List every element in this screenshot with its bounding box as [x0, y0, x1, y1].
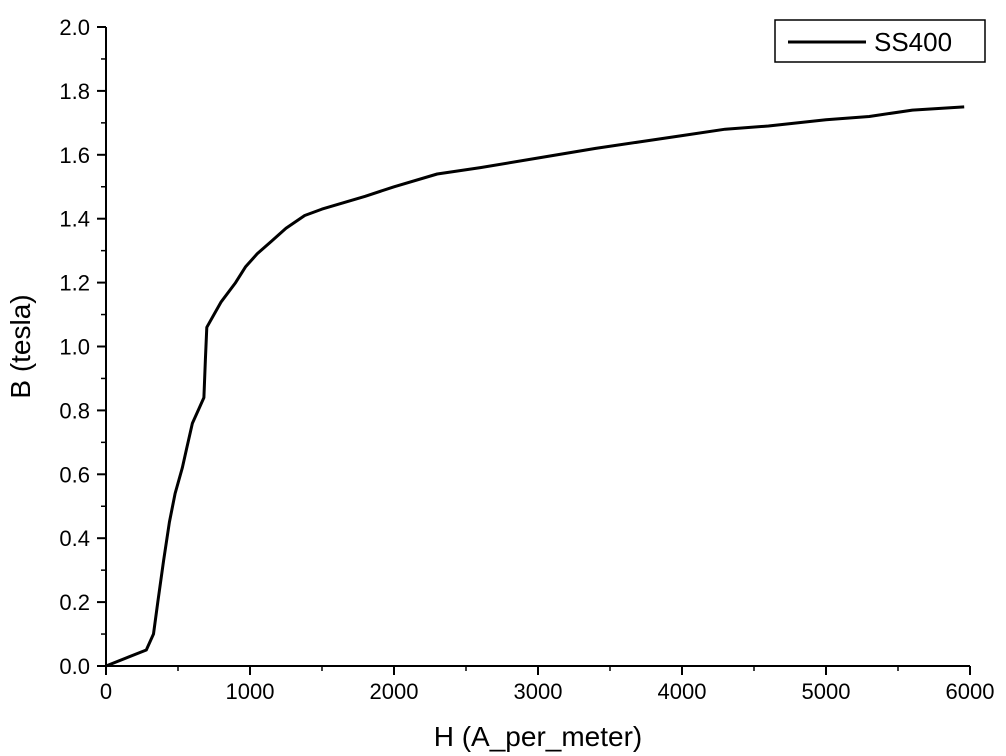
axis-ticks: [97, 26, 971, 675]
x-tick-label: 4000: [658, 679, 707, 704]
y-tick-label: 1.4: [59, 207, 90, 232]
y-tick-label: 1.2: [59, 271, 90, 296]
x-tick-label: 2000: [370, 679, 419, 704]
x-tick-label: 3000: [514, 679, 563, 704]
plot-area: [105, 27, 970, 667]
y-tick-label: 1.0: [59, 335, 90, 360]
x-tick-label: 5000: [802, 679, 851, 704]
series-line-ss400: [105, 105, 965, 668]
y-tick-label: 1.6: [59, 143, 90, 168]
legend: SS400: [774, 19, 986, 63]
x-axis-title: H (A_per_meter): [434, 721, 643, 752]
y-tick-label: 0.0: [59, 654, 90, 679]
x-tick-label: 6000: [946, 679, 995, 704]
y-tick-label: 1.8: [59, 79, 90, 104]
tick-labels: 0 1000 2000 3000 4000 5000 6000 0.0 0.2 0.4 0.6 0.8…: [59, 15, 994, 704]
x-tick-label: 0: [100, 679, 112, 704]
y-tick-label: 0.2: [59, 590, 90, 615]
y-tick-label: 0.6: [59, 462, 90, 487]
x-tick-label: 1000: [226, 679, 275, 704]
series-layer: [105, 105, 965, 668]
legend-label-ss400: SS400: [874, 27, 952, 57]
y-tick-label: 0.4: [59, 526, 90, 551]
y-axis-title: B (tesla): [5, 294, 36, 398]
y-tick-label: 0.8: [59, 398, 90, 423]
y-tick-label: 2.0: [59, 15, 90, 40]
